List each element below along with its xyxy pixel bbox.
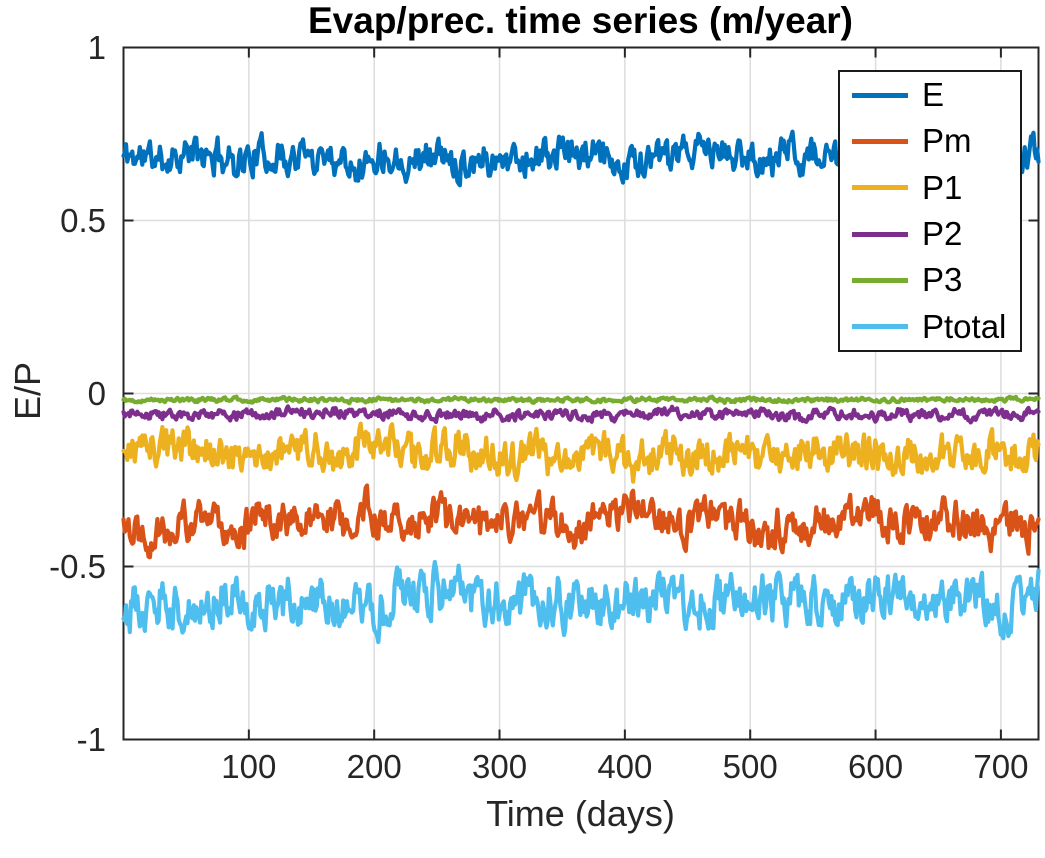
x-tick-label: 200: [346, 748, 402, 785]
legend-line-sample: [852, 92, 908, 98]
legend-entry-label: P1: [922, 168, 963, 206]
x-tick-label: 300: [471, 748, 528, 785]
legend-entry-Ptotal: Ptotal: [840, 308, 1020, 346]
y-tick-label: 0: [87, 374, 106, 412]
x-tick-label: 100: [221, 748, 277, 785]
y-tick-label: -1: [76, 720, 106, 758]
y-tick-label: -0.5: [49, 547, 106, 585]
x-axis-label: Time (days): [486, 793, 675, 834]
legend-entry-label: P2: [922, 215, 963, 253]
series-line-P1: [121, 421, 1041, 484]
series-line-P2: [121, 404, 1041, 425]
x-tick-label: 500: [722, 748, 778, 785]
y-tick-label: 1: [87, 28, 106, 66]
legend-line-sample: [852, 231, 908, 237]
legend-entry-P1: P1: [840, 169, 1020, 207]
legend-entry-P3: P3: [840, 261, 1020, 299]
x-tick-label: 600: [848, 748, 904, 785]
series-line-P3: [121, 394, 1041, 406]
legend-entry-label: E: [922, 76, 945, 114]
legend-line-sample: [852, 324, 908, 330]
legend-entry-P2: P2: [840, 215, 1020, 253]
legend-line-sample: [852, 277, 908, 283]
legend-entry-label: Ptotal: [922, 307, 1007, 345]
legend-line-sample: [852, 138, 908, 144]
x-tick-label: 400: [597, 748, 653, 785]
legend-entry-label: P3: [922, 261, 963, 299]
legend-entry-E: E: [840, 76, 1020, 114]
legend-line-sample: [852, 185, 908, 191]
legend-entry-Pm: Pm: [840, 122, 1020, 160]
legend-entry-label: Pm: [922, 122, 972, 160]
y-tick-label: 0.5: [60, 201, 106, 239]
x-tick-label: 700: [973, 748, 1029, 785]
chart-title: Evap/prec. time series (m/year): [307, 0, 853, 41]
legend: E Pm P1 P2 P3 Ptotal: [838, 70, 1022, 352]
series-line-Pm: [121, 483, 1041, 560]
series-line-Ptotal: [121, 559, 1041, 645]
